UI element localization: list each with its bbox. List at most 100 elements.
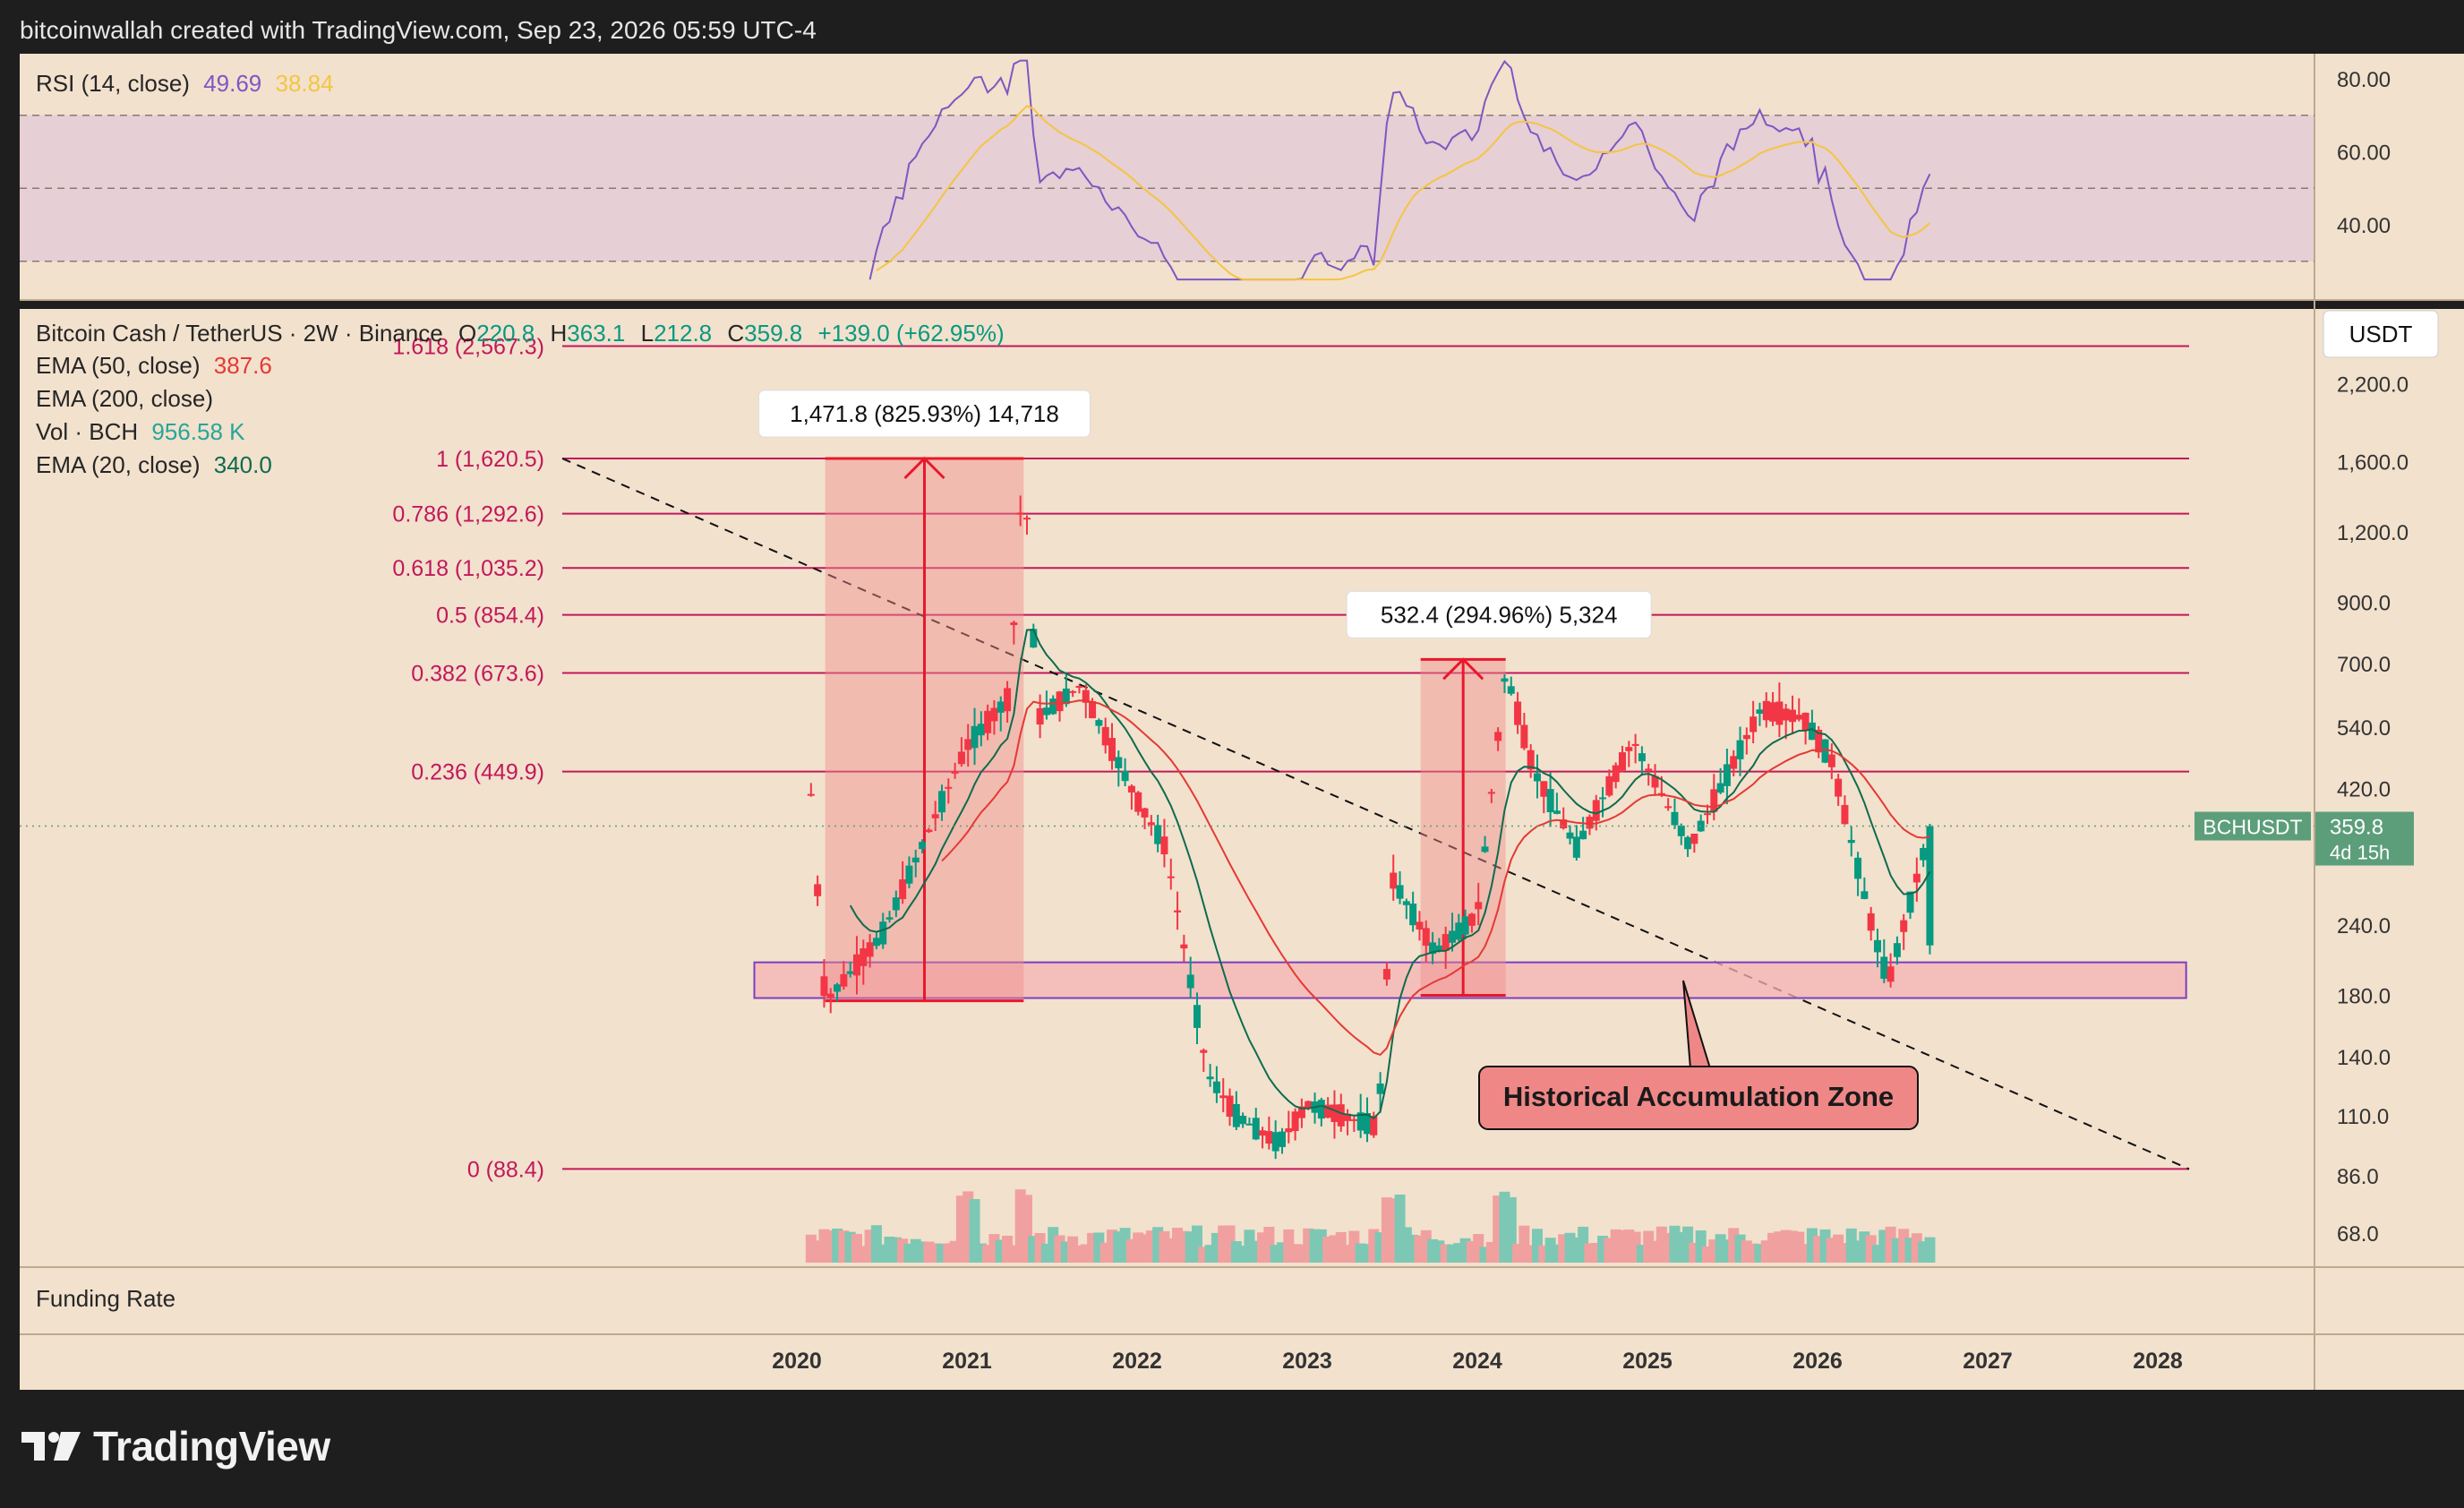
candle-body (1605, 775, 1613, 796)
indicator-ema50[interactable]: EMA (50, close) 387.6 (36, 352, 272, 380)
indicator-value: 340.0 (213, 451, 272, 478)
rsi-ma-line (876, 105, 1931, 281)
indicator-label: EMA (20, close) (36, 451, 201, 478)
candle-body (1920, 847, 1928, 861)
candle-body (925, 829, 933, 833)
symbol-legend[interactable]: Bitcoin Cash / TetherUS · 2W · Binance O… (36, 320, 1005, 347)
accumulation-zone (753, 961, 2187, 999)
fib-label: 0.786 (1,292.6) (392, 502, 544, 527)
candle-body (1788, 709, 1796, 723)
candle-body (1056, 691, 1064, 712)
candle-body (1186, 974, 1194, 989)
candle-body (1841, 804, 1849, 825)
candle-body (899, 878, 907, 900)
brand-name: TradingView (93, 1423, 330, 1469)
candle-body (990, 707, 998, 722)
candle-body (1716, 783, 1724, 793)
candle-body (951, 771, 959, 774)
candle-body (1337, 1104, 1345, 1127)
candle-body (1245, 1123, 1253, 1126)
candle-body (1730, 756, 1738, 769)
candle-body (1912, 873, 1921, 883)
candle-body (1880, 956, 1888, 979)
candle-body (1409, 904, 1417, 926)
callout-text: Historical Accumulation Zone (1503, 1081, 1894, 1112)
ohlc-low-value: 212.8 (654, 320, 713, 347)
time-tick-label: 2028 (2133, 1349, 2183, 1374)
candle-body (1847, 839, 1855, 844)
price-tick-label: 110.0 (2337, 1105, 2389, 1129)
candle-body (1030, 629, 1038, 648)
time-tick-label: 2026 (1792, 1349, 1843, 1374)
fib-label: 0 (88.4) (467, 1157, 544, 1182)
candle-body (1756, 709, 1764, 715)
candle-body (1265, 1131, 1273, 1144)
ohlc-change: +139.0 (+62.95%) (817, 320, 1005, 347)
candle-body (1586, 817, 1594, 829)
candle-body (1115, 757, 1123, 768)
candle-body (1487, 792, 1495, 794)
price-tick-label: 2,200.0 (2337, 373, 2408, 398)
candle-body (1363, 1112, 1371, 1135)
candle-body (1835, 778, 1843, 797)
candle-body (1638, 753, 1646, 762)
candle-body (872, 938, 880, 947)
rsi-legend[interactable]: RSI (14, close) 49.69 38.84 (36, 70, 334, 98)
symbol-line: Bitcoin Cash / TetherUS · 2W · Binance (36, 320, 443, 347)
candle-body (1467, 913, 1476, 926)
currency-box (2323, 310, 2439, 358)
candle-body (1873, 939, 1881, 953)
candle-body (1200, 1050, 1208, 1053)
fib-label: 0.236 (449.9) (411, 760, 544, 785)
indicator-volume[interactable]: Vol · BCH 956.58 K (36, 418, 244, 446)
candle-body (1016, 512, 1024, 515)
rsi-line (868, 59, 1931, 281)
indicator-ema20[interactable]: EMA (20, close) 340.0 (36, 451, 272, 479)
candle-body (1572, 836, 1580, 858)
funding-rate-label[interactable]: Funding Rate (36, 1285, 176, 1312)
time-tick-label: 2021 (942, 1349, 992, 1374)
candle-body (1501, 678, 1509, 682)
candle-body (1507, 686, 1515, 694)
time-tick-label: 2022 (1112, 1349, 1162, 1374)
time-tick-label: 2027 (1963, 1349, 2013, 1374)
candle-body (852, 954, 860, 976)
candle-body (1736, 740, 1744, 759)
candle-body (1514, 701, 1522, 725)
candle-body (1520, 724, 1528, 749)
chart-caption: bitcoinwallah created with TradingView.c… (20, 16, 817, 44)
time-tick-label: 2020 (772, 1349, 822, 1374)
candle-body (1592, 800, 1600, 821)
price-tick-label: 1,200.0 (2337, 521, 2408, 545)
candle-body (1481, 846, 1489, 853)
candle-body (1206, 1076, 1214, 1080)
indicator-label: EMA (200, close) (36, 385, 213, 412)
candle-body (1193, 1005, 1201, 1028)
candle-body (1540, 781, 1548, 797)
candle-body (919, 842, 927, 850)
indicator-ema200[interactable]: EMA (200, close) (36, 385, 213, 413)
candle-body (1259, 1130, 1267, 1136)
candle-body (1475, 902, 1483, 910)
funding-pane (20, 1267, 2464, 1334)
candle-body (1861, 891, 1869, 899)
indicator-value: 387.6 (213, 352, 272, 379)
candle-body (820, 976, 828, 997)
indicator-value: 956.58 K (151, 418, 245, 445)
candle-body (1219, 1095, 1228, 1099)
symbol-tag (2194, 811, 2311, 841)
fib-label: 0.5 (854.4) (436, 604, 544, 629)
descending-trendline (561, 458, 2190, 1170)
candle-body (1004, 688, 1012, 712)
last-price-value: 359.8 (2330, 816, 2383, 840)
candle-body (1553, 810, 1561, 814)
tradingview-brand[interactable]: TradingView (20, 1422, 330, 1470)
ema20-line (849, 629, 1931, 1120)
candle-body (1212, 1081, 1220, 1093)
candle-body (1703, 813, 1711, 816)
candle-body (892, 897, 900, 911)
fib-label: 1 (1,620.5) (436, 447, 544, 472)
last-price-tag (2315, 811, 2414, 866)
candle-body (1671, 811, 1679, 826)
